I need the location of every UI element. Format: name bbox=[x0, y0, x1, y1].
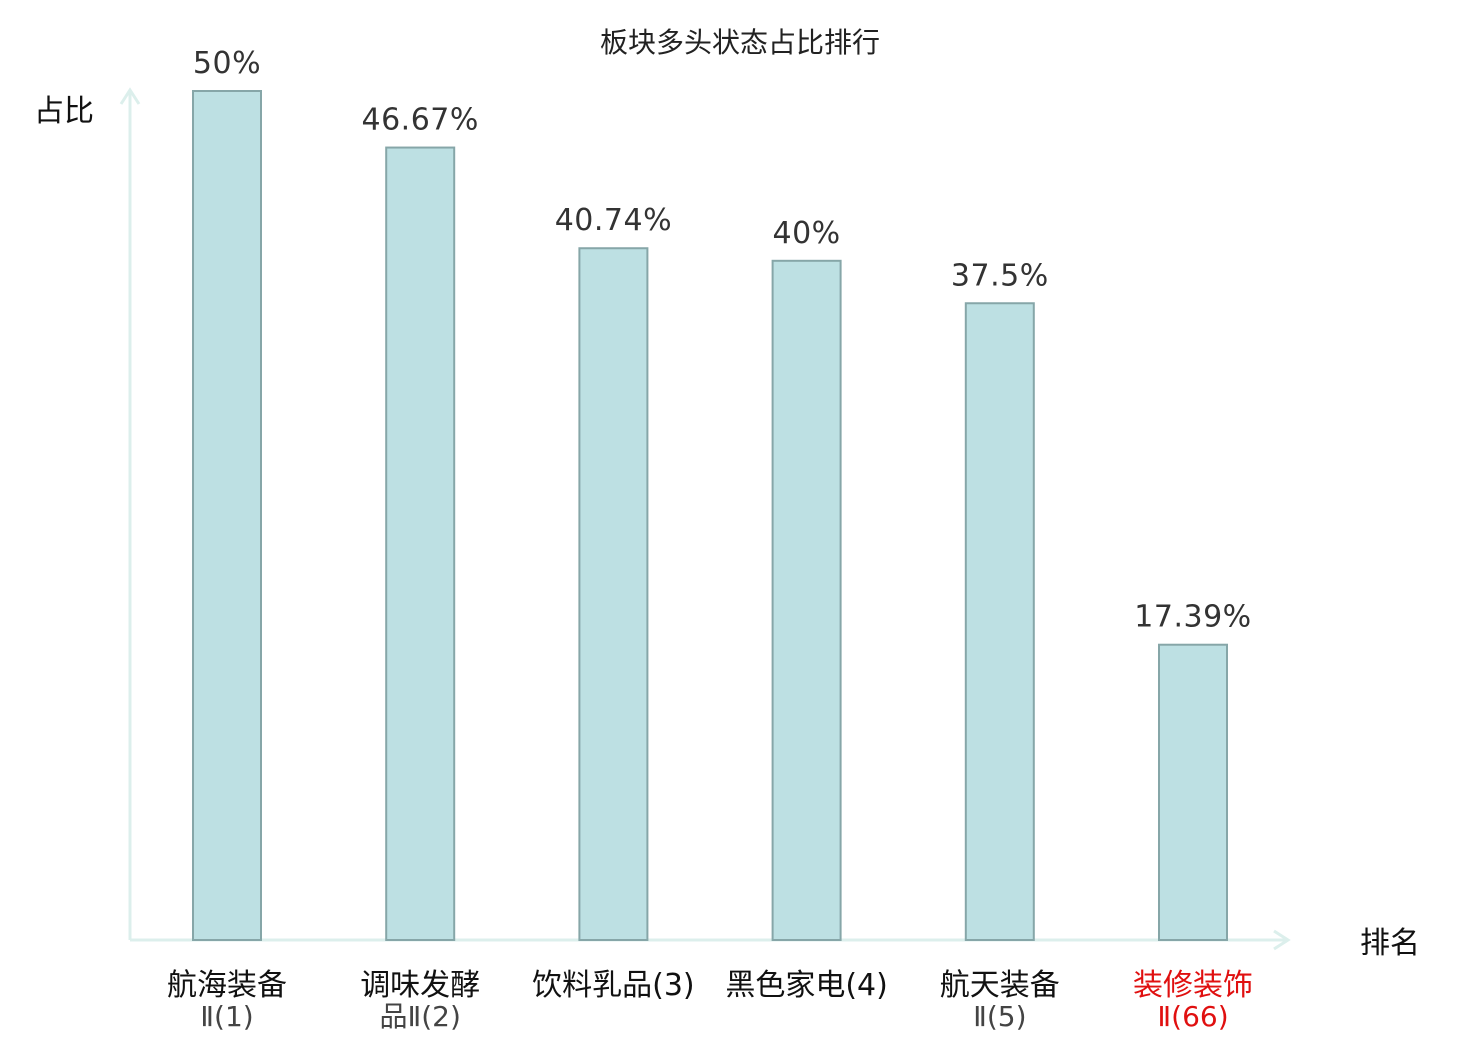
category-label: 调味发酵 bbox=[360, 968, 480, 1003]
bar bbox=[964, 302, 1035, 941]
chart-title: 板块多头状态占比排行 bbox=[600, 26, 880, 59]
bar bbox=[1158, 643, 1228, 941]
category-label-line2: Ⅱ(66) bbox=[1157, 1000, 1228, 1033]
bar bbox=[192, 90, 262, 941]
bar bbox=[771, 259, 842, 941]
x-axis-label: 排名 bbox=[1360, 926, 1420, 961]
bar bbox=[578, 247, 649, 941]
y-axis-arrow bbox=[119, 87, 141, 105]
value-label: 46.67% bbox=[362, 103, 479, 138]
bars bbox=[192, 90, 1228, 941]
value-label: 40% bbox=[773, 216, 841, 251]
category-label: 航天装备 bbox=[940, 968, 1060, 1003]
category-label: 黑色家电(4) bbox=[725, 968, 888, 1003]
value-label: 17.39% bbox=[1134, 600, 1251, 635]
value-label: 50% bbox=[193, 46, 261, 81]
category-label-line2: Ⅱ(1) bbox=[200, 1000, 253, 1033]
value-label: 37.5% bbox=[951, 258, 1049, 293]
value-label: 40.74% bbox=[555, 203, 672, 238]
category-label: 装修装饰 bbox=[1133, 968, 1253, 1003]
category-label-line2: Ⅱ(5) bbox=[973, 1000, 1026, 1033]
value-labels: 50% 46.67% 40.74% 40% 37.5% 17.39% bbox=[193, 46, 1251, 635]
category-label: 航海装备 bbox=[167, 968, 287, 1003]
x-axis-arrow bbox=[1273, 929, 1291, 951]
axes bbox=[119, 87, 1291, 951]
y-axis-label: 占比 bbox=[34, 94, 94, 129]
category-label-line2: 品Ⅱ(2) bbox=[379, 1000, 460, 1033]
bar bbox=[385, 146, 456, 941]
category-label: 饮料乳品(3) bbox=[532, 968, 695, 1003]
